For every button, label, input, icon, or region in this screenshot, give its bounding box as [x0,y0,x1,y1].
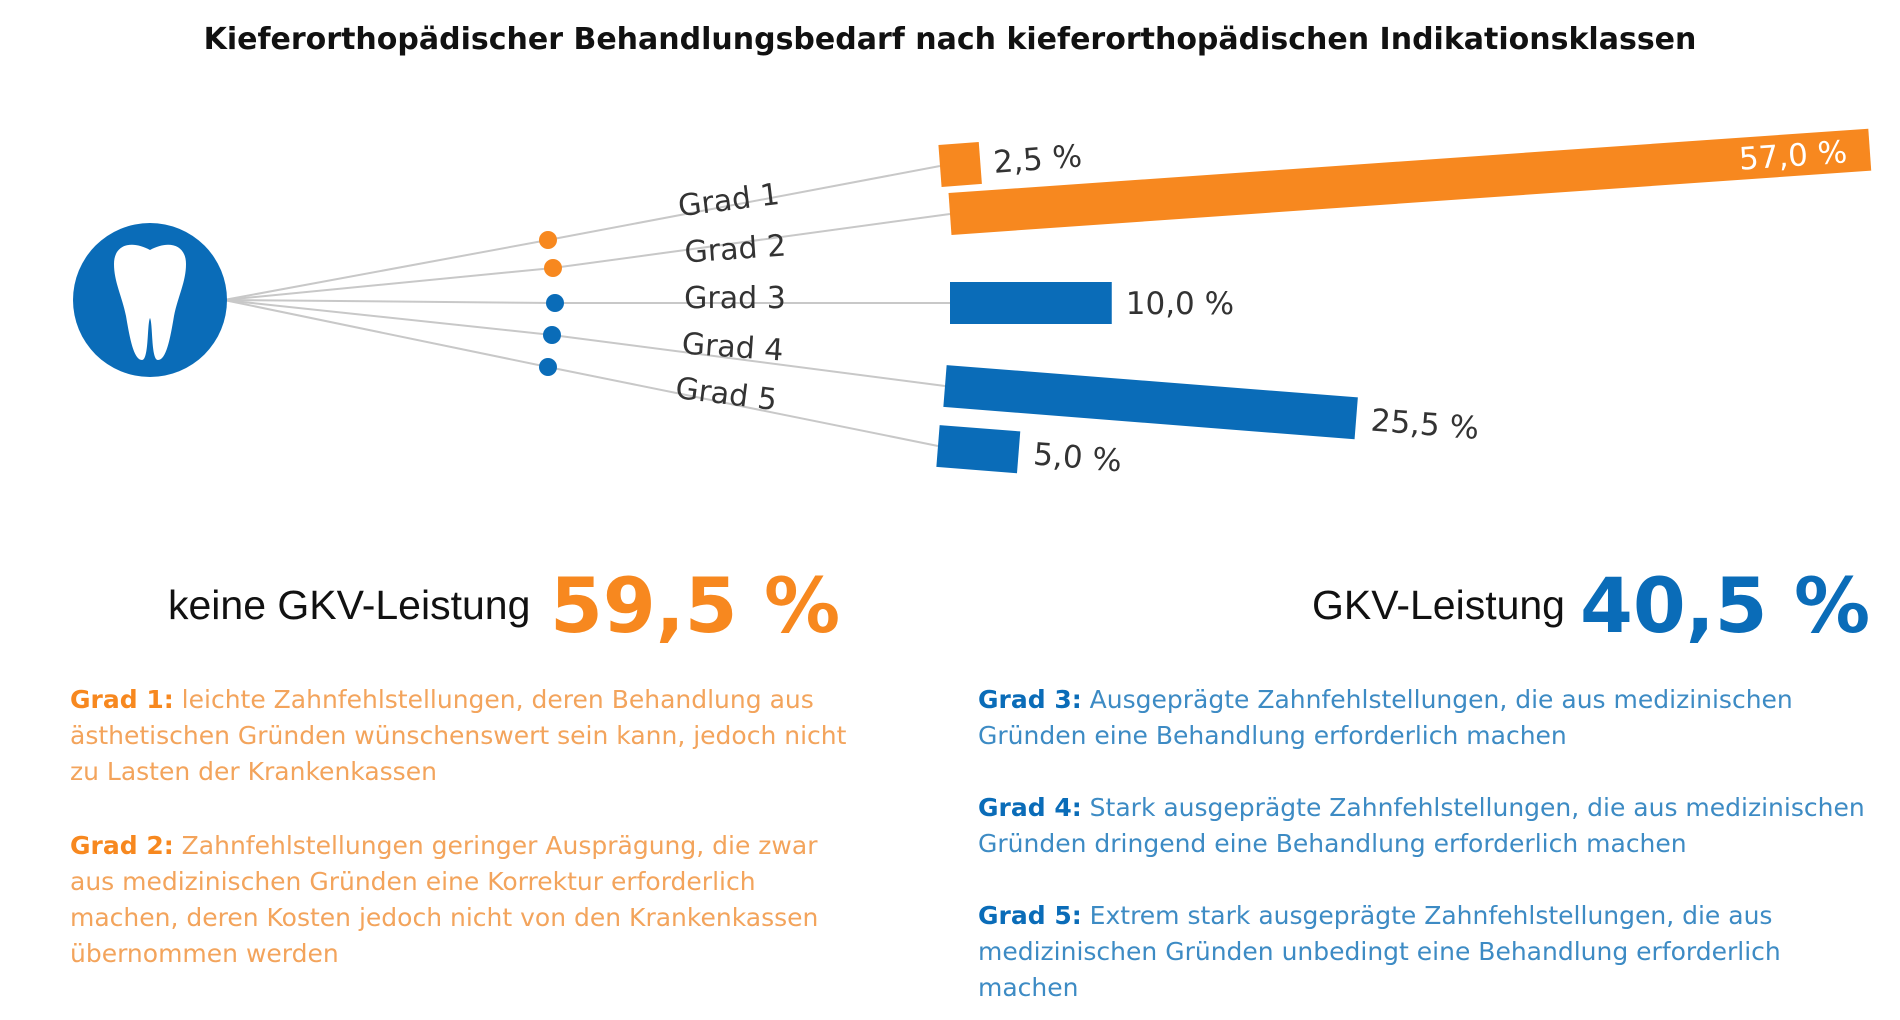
grade-dot [543,326,561,344]
chart-title: Kieferorthopädischer Behandlungsbedarf n… [203,22,1697,57]
summary-left-value: 59,5 % [550,561,841,650]
value-label: 2,5 % [992,138,1083,181]
value-label: 10,0 % [1126,286,1234,322]
desc-grad1: Grad 1: leichte Zahnfehlstellungen, dere… [70,682,860,790]
value-label: 57,0 % [1738,134,1849,177]
bar [938,142,982,187]
grade-dot [546,294,564,312]
grade-dot [539,231,557,249]
bar [950,282,1112,324]
desc-grad5-text: Extrem stark ausgeprägte Zahnfehlstellun… [978,901,1781,1002]
desc-grad5: Grad 5: Extrem stark ausgeprägte Zahnfeh… [978,898,1878,1006]
connector-line [223,213,951,301]
desc-grad1-text: leichte Zahnfehlstellungen, deren Behand… [70,685,847,786]
summary-right-value: 40,5 % [1580,561,1871,650]
bar [948,128,1872,235]
connector-line [223,299,950,304]
bar [943,365,1358,440]
desc-grad2: Grad 2: Zahnfehlstellungen geringer Ausp… [70,828,860,972]
desc-grad4-head: Grad 4: [978,793,1082,822]
grade-dot [544,259,562,277]
category-label: Grad 1 [676,177,781,224]
desc-grad2-head: Grad 2: [70,831,174,860]
category-label: Grad 4 [681,327,785,369]
desc-grad3-text: Ausgeprägte Zahnfehlstellungen, die aus … [978,685,1793,750]
connector-line [223,165,941,301]
bar [936,425,1021,474]
value-label: 25,5 % [1370,403,1481,447]
summary-right-label: GKV-Leistung [1312,582,1565,628]
desc-grad4-text: Stark ausgeprägte Zahnfehlstellungen, di… [978,793,1865,858]
category-label: Grad 2 [683,229,787,271]
tooth-icon [114,244,186,360]
desc-grad3-head: Grad 3: [978,685,1082,714]
category-label: Grad 3 [684,281,786,316]
value-label: 5,0 % [1032,437,1123,480]
desc-grad1-head: Grad 1: [70,685,174,714]
desc-grad5-head: Grad 5: [978,901,1082,930]
desc-grad4: Grad 4: Stark ausgeprägte Zahnfehlstellu… [978,790,1878,862]
connector-line [223,299,946,387]
desc-grad3: Grad 3: Ausgeprägte Zahnfehlstellungen, … [978,682,1878,754]
summary-left-label: keine GKV-Leistung [168,582,531,628]
grade-dot [539,358,557,376]
connector-line [223,299,939,447]
desc-grad2-text: Zahnfehlstellungen geringer Ausprägung, … [70,831,819,968]
category-label: Grad 5 [674,371,779,418]
